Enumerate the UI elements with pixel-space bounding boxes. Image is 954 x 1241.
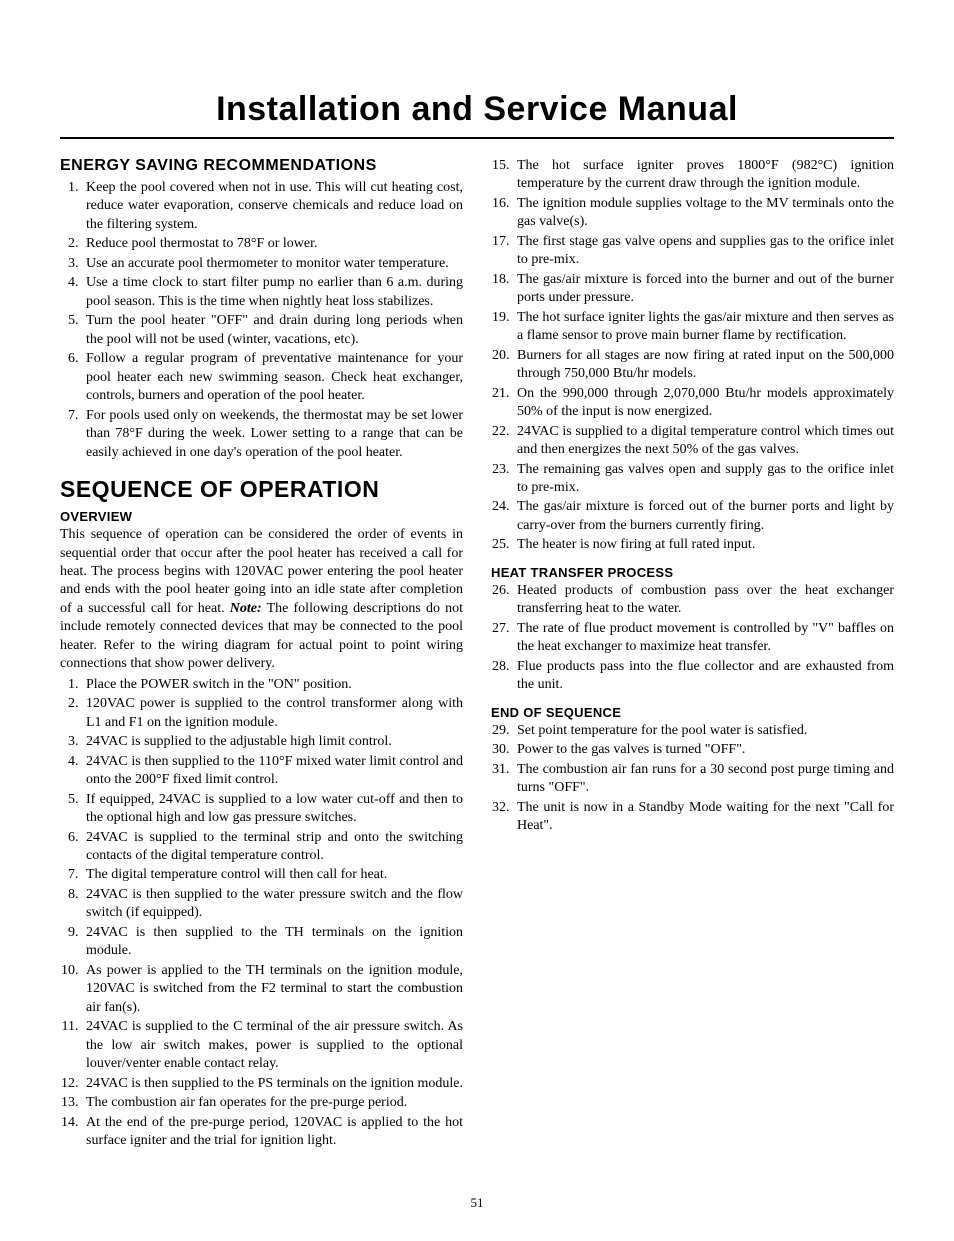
- list-item: 24VAC is then supplied to the PS termina…: [82, 1075, 463, 1093]
- list-item: 24VAC is then supplied to the 110°F mixe…: [82, 753, 463, 790]
- list-item: The gas/air mixture is forced out of the…: [513, 498, 894, 535]
- title-rule: [60, 137, 894, 139]
- note-label: Note:: [230, 601, 262, 616]
- end-sequence-list: Set point temperature for the pool water…: [491, 722, 894, 836]
- list-item: The combustion air fan runs for a 30 sec…: [513, 761, 894, 798]
- list-item: Flue products pass into the flue collect…: [513, 658, 894, 695]
- list-item: Use a time clock to start filter pump no…: [82, 274, 463, 311]
- list-item: The hot surface igniter lights the gas/a…: [513, 309, 894, 346]
- list-item: As power is applied to the TH terminals …: [82, 962, 463, 1017]
- list-item: Keep the pool covered when not in use. T…: [82, 179, 463, 234]
- list-item: Place the POWER switch in the "ON" posit…: [82, 676, 463, 694]
- list-item: Turn the pool heater "OFF" and drain dur…: [82, 312, 463, 349]
- list-item: The rate of flue product movement is con…: [513, 620, 894, 657]
- list-item: The unit is now in a Standby Mode waitin…: [513, 799, 894, 836]
- list-item: At the end of the pre-purge period, 120V…: [82, 1114, 463, 1151]
- page-number: 51: [60, 1195, 894, 1211]
- list-item: On the 990,000 through 2,070,000 Btu/hr …: [513, 385, 894, 422]
- list-item: 24VAC is then supplied to the TH termina…: [82, 924, 463, 961]
- list-item: Heated products of combustion pass over …: [513, 582, 894, 619]
- list-item: 120VAC power is supplied to the control …: [82, 695, 463, 732]
- list-item: The ignition module supplies voltage to …: [513, 195, 894, 232]
- list-item: 24VAC is supplied to the terminal strip …: [82, 829, 463, 866]
- energy-heading: ENERGY SAVING RECOMMENDATIONS: [60, 157, 463, 175]
- end-sequence-heading: END OF SEQUENCE: [491, 705, 894, 720]
- list-item: The first stage gas valve opens and supp…: [513, 233, 894, 270]
- overview-heading: OVERVIEW: [60, 509, 463, 524]
- list-item: Burners for all stages are now firing at…: [513, 347, 894, 384]
- list-item: For pools used only on weekends, the the…: [82, 407, 463, 462]
- list-item: Follow a regular program of preventative…: [82, 350, 463, 405]
- sequence-heading: SEQUENCE OF OPERATION: [60, 476, 463, 503]
- list-item: The digital temperature control will the…: [82, 866, 463, 884]
- list-item: The heater is now firing at full rated i…: [513, 536, 894, 554]
- list-item: Set point temperature for the pool water…: [513, 722, 894, 740]
- heat-transfer-list: Heated products of combustion pass over …: [491, 582, 894, 695]
- list-item: The remaining gas valves open and supply…: [513, 461, 894, 498]
- list-item: The gas/air mixture is forced into the b…: [513, 271, 894, 308]
- list-item: 24VAC is supplied to a digital temperatu…: [513, 423, 894, 460]
- heat-transfer-heading: HEAT TRANSFER PROCESS: [491, 565, 894, 580]
- list-item: Power to the gas valves is turned "OFF".: [513, 741, 894, 759]
- overview-paragraph: This sequence of operation can be consid…: [60, 526, 463, 674]
- list-item: Reduce pool thermostat to 78°F or lower.: [82, 235, 463, 253]
- list-item: If equipped, 24VAC is supplied to a low …: [82, 791, 463, 828]
- list-item: 24VAC is then supplied to the water pres…: [82, 886, 463, 923]
- content-columns: ENERGY SAVING RECOMMENDATIONS Keep the p…: [60, 157, 894, 1187]
- list-item: 24VAC is supplied to the adjustable high…: [82, 733, 463, 751]
- list-item: Use an accurate pool thermometer to moni…: [82, 255, 463, 273]
- list-item: The combustion air fan operates for the …: [82, 1094, 463, 1112]
- list-item: The hot surface igniter proves 1800°F (9…: [513, 157, 894, 194]
- list-item: 24VAC is supplied to the C terminal of t…: [82, 1018, 463, 1073]
- energy-list: Keep the pool covered when not in use. T…: [60, 179, 463, 462]
- document-title: Installation and Service Manual: [60, 90, 894, 129]
